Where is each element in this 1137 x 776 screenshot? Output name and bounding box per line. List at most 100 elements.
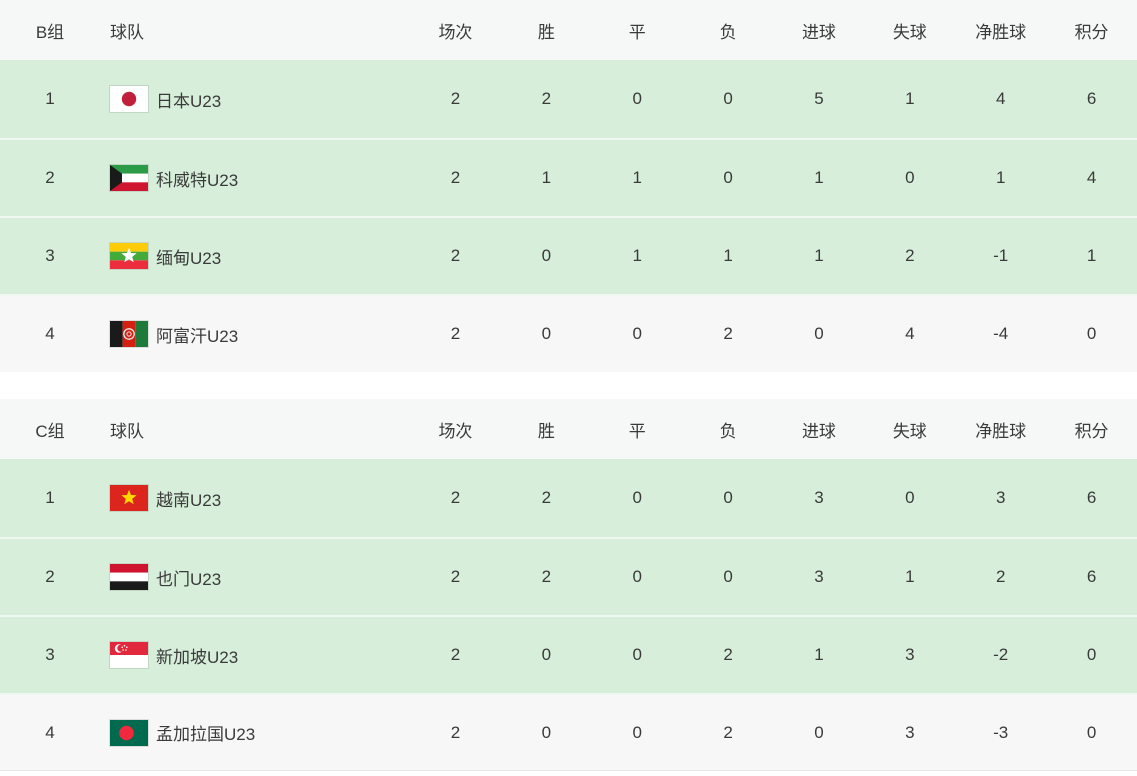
goals-against-cell: 1 bbox=[905, 567, 915, 586]
team-cell: 新加坡U23 bbox=[100, 642, 410, 668]
goals-for-cell: 1 bbox=[814, 246, 824, 265]
wins-cell: 2 bbox=[541, 89, 552, 108]
group-label: B组 bbox=[35, 22, 65, 42]
wins-column-header: 胜 bbox=[537, 421, 555, 441]
rank-cell: 4 bbox=[45, 722, 55, 742]
goals-against-column-header: 失球 bbox=[892, 421, 927, 441]
team-name: 越南U23 bbox=[156, 490, 222, 510]
goals-against-cell: 3 bbox=[905, 722, 915, 742]
table-row: 3 新加坡U23 2 0 0 2 1 3 -2 0 bbox=[0, 615, 1137, 693]
group-c-header-row: C组 球队 场次 胜 平 负 进球 失球 净胜球 积分 bbox=[0, 399, 1137, 459]
japan-flag-icon bbox=[110, 86, 148, 112]
draws-cell: 1 bbox=[632, 168, 642, 187]
team-name: 新加坡U23 bbox=[156, 647, 239, 667]
table-row: 4 阿富汗U23 2 0 0 2 0 4 -4 0 bbox=[0, 294, 1137, 372]
played-cell: 2 bbox=[450, 168, 461, 187]
team-cell: 缅甸U23 bbox=[100, 243, 410, 269]
team-cell: 孟加拉国U23 bbox=[100, 719, 410, 746]
draws-cell: 0 bbox=[632, 324, 642, 343]
goal-diff-cell: 2 bbox=[995, 567, 1006, 586]
table-row: 3 缅甸U23 2 0 1 1 1 2 -1 1 bbox=[0, 216, 1137, 294]
goals-against-cell: 0 bbox=[905, 488, 915, 507]
goal-diff-cell: -2 bbox=[993, 645, 1009, 664]
draws-cell: 0 bbox=[632, 722, 642, 742]
draws-cell: 0 bbox=[632, 645, 642, 664]
losses-cell: 0 bbox=[723, 567, 733, 586]
goal-diff-cell: 1 bbox=[995, 168, 1006, 187]
team-cell: 越南U23 bbox=[100, 485, 410, 511]
points-column-header: 积分 bbox=[1074, 22, 1109, 42]
losses-cell: 1 bbox=[723, 246, 733, 265]
losses-cell: 2 bbox=[723, 645, 733, 664]
kuwait-flag-icon bbox=[110, 165, 148, 191]
played-cell: 2 bbox=[450, 645, 461, 664]
team-name: 也门U23 bbox=[156, 569, 222, 589]
goals-against-cell: 1 bbox=[905, 89, 915, 108]
played-cell: 2 bbox=[450, 89, 461, 108]
group-c-standings-table: C组 球队 场次 胜 平 负 进球 失球 净胜球 积分 1 越南U23 2 2 … bbox=[0, 399, 1137, 771]
table-row: 2 科威特U23 2 1 1 0 1 0 1 4 bbox=[0, 138, 1137, 216]
goal-diff-column-header: 净胜球 bbox=[975, 421, 1027, 441]
rank-cell: 3 bbox=[45, 645, 55, 664]
goals-for-cell: 3 bbox=[814, 488, 824, 507]
wins-column-header: 胜 bbox=[537, 22, 555, 42]
played-cell: 2 bbox=[450, 488, 461, 507]
singapore-flag-icon bbox=[110, 642, 148, 668]
team-cell: 日本U23 bbox=[100, 86, 410, 112]
goals-for-cell: 0 bbox=[814, 324, 824, 343]
rank-cell: 4 bbox=[45, 324, 55, 343]
losses-cell: 2 bbox=[723, 324, 733, 343]
team-name: 阿富汗U23 bbox=[156, 326, 239, 346]
rank-cell: 2 bbox=[45, 567, 55, 586]
points-cell: 0 bbox=[1086, 645, 1097, 664]
played-column-header: 场次 bbox=[438, 421, 473, 441]
group-label: C组 bbox=[35, 421, 65, 441]
myanmar-flag-icon bbox=[110, 243, 148, 269]
points-cell: 6 bbox=[1086, 89, 1097, 108]
goal-diff-cell: 3 bbox=[995, 488, 1006, 507]
points-cell: 4 bbox=[1086, 168, 1097, 187]
goals-against-cell: 3 bbox=[905, 645, 915, 664]
goals-for-cell: 1 bbox=[814, 168, 824, 187]
losses-cell: 0 bbox=[723, 488, 733, 507]
goals-against-cell: 4 bbox=[905, 324, 915, 343]
played-cell: 2 bbox=[450, 722, 461, 742]
team-column-header: 球队 bbox=[110, 22, 144, 42]
losses-cell: 2 bbox=[723, 722, 733, 742]
table-row: 4 孟加拉国U23 2 0 0 2 0 3 -3 0 bbox=[0, 693, 1137, 771]
goals-for-column-header: 进球 bbox=[801, 22, 836, 42]
goal-diff-cell: 4 bbox=[995, 89, 1006, 108]
points-column-header: 积分 bbox=[1074, 421, 1109, 441]
wins-cell: 2 bbox=[541, 488, 552, 507]
team-name: 缅甸U23 bbox=[156, 248, 222, 268]
draws-column-header: 平 bbox=[628, 421, 646, 441]
team-name: 日本U23 bbox=[156, 91, 222, 111]
goals-for-cell: 3 bbox=[814, 567, 824, 586]
rank-cell: 1 bbox=[45, 89, 55, 108]
rank-cell: 1 bbox=[45, 488, 55, 507]
table-row: 1 越南U23 2 2 0 0 3 0 3 6 bbox=[0, 459, 1137, 537]
goal-diff-column-header: 净胜球 bbox=[975, 22, 1027, 42]
wins-cell: 0 bbox=[541, 722, 552, 742]
goal-diff-cell: -4 bbox=[993, 324, 1009, 343]
played-column-header: 场次 bbox=[438, 22, 473, 42]
played-cell: 2 bbox=[450, 246, 461, 265]
goals-for-cell: 1 bbox=[814, 645, 824, 664]
points-cell: 0 bbox=[1086, 324, 1097, 343]
draws-cell: 0 bbox=[632, 89, 642, 108]
draws-column-header: 平 bbox=[628, 22, 646, 42]
afghanistan-flag-icon bbox=[110, 321, 148, 347]
group-b-header-row: B组 球队 场次 胜 平 负 进球 失球 净胜球 积分 bbox=[0, 0, 1137, 60]
group-b-standings-table: B组 球队 场次 胜 平 负 进球 失球 净胜球 积分 1 日本U23 2 2 … bbox=[0, 0, 1137, 372]
wins-cell: 2 bbox=[541, 567, 552, 586]
goals-for-column-header: 进球 bbox=[801, 421, 836, 441]
team-column-header: 球队 bbox=[110, 421, 144, 441]
losses-cell: 0 bbox=[723, 168, 733, 187]
played-cell: 2 bbox=[450, 567, 461, 586]
goals-for-cell: 0 bbox=[814, 722, 824, 742]
goals-against-column-header: 失球 bbox=[892, 22, 927, 42]
wins-cell: 0 bbox=[541, 246, 552, 265]
vietnam-flag-icon bbox=[110, 485, 148, 511]
table-row: 2 也门U23 2 2 0 0 3 1 2 6 bbox=[0, 537, 1137, 615]
wins-cell: 0 bbox=[541, 645, 552, 664]
